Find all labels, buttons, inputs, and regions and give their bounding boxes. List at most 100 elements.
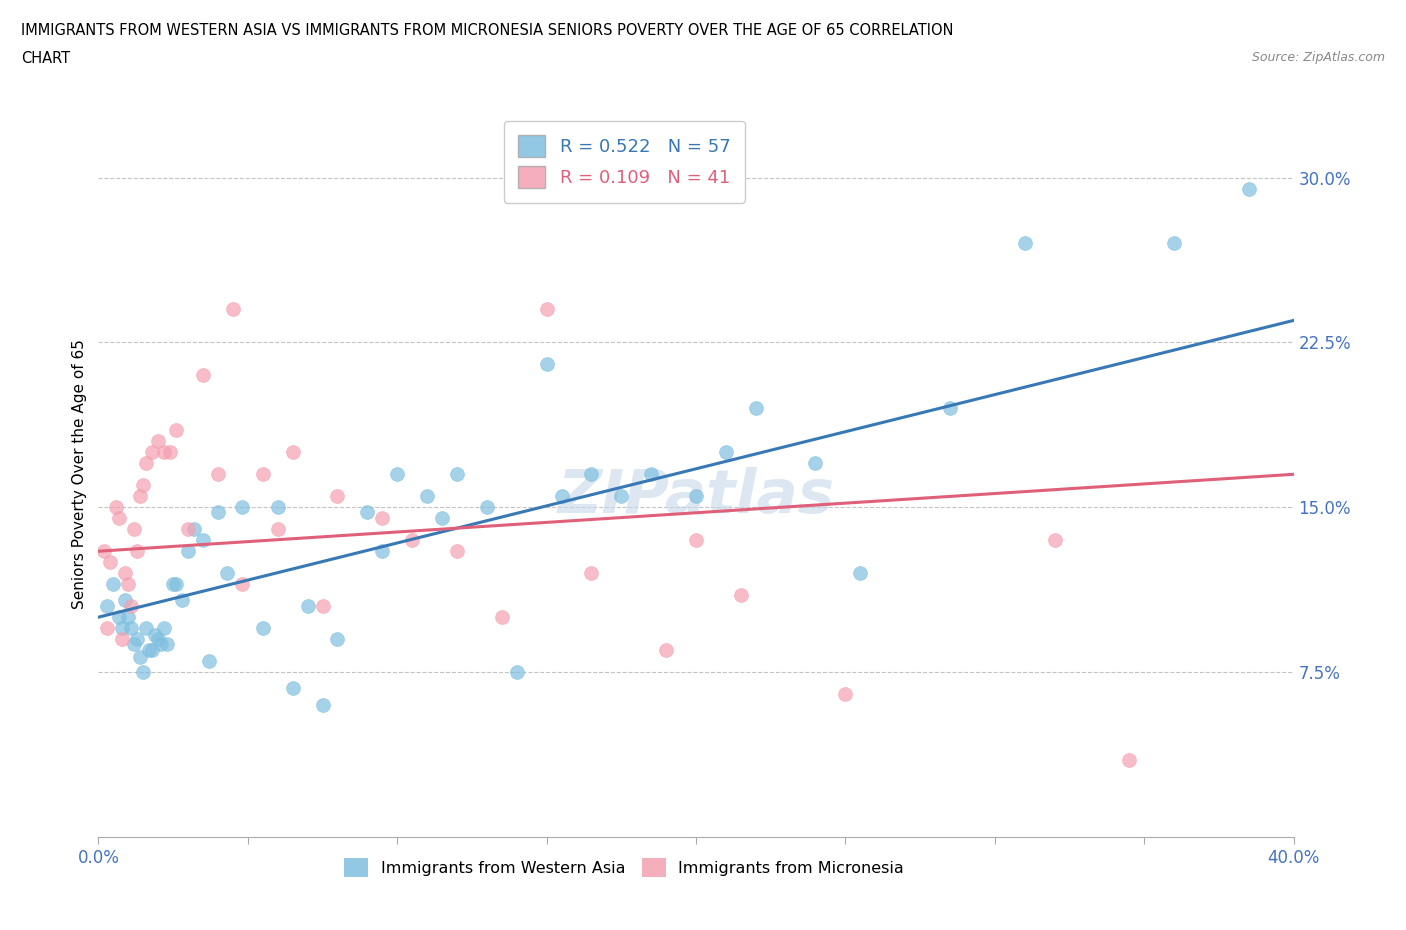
Point: [215, 565, 238, 580]
Point: [165, 423, 187, 438]
Point: [111, 620, 134, 635]
Point: [148, 434, 170, 449]
Point: [93, 544, 115, 559]
Point: [172, 592, 194, 607]
Point: [1163, 236, 1185, 251]
Point: [267, 499, 290, 514]
Point: [371, 511, 394, 525]
Point: [120, 599, 142, 614]
Point: [685, 533, 707, 548]
Point: [326, 489, 349, 504]
Point: [198, 654, 221, 669]
Point: [108, 610, 131, 625]
Point: [281, 445, 304, 459]
Point: [581, 467, 603, 482]
Point: [536, 302, 558, 317]
Point: [371, 544, 394, 559]
Point: [610, 489, 633, 504]
Point: [127, 631, 149, 646]
Point: [401, 533, 423, 548]
Point: [446, 467, 468, 482]
Point: [834, 686, 856, 701]
Point: [148, 631, 170, 646]
Point: [506, 665, 529, 680]
Point: [536, 357, 558, 372]
Point: [129, 489, 152, 504]
Point: [385, 467, 409, 482]
Point: [685, 489, 707, 504]
Point: [165, 577, 187, 591]
Point: [138, 643, 160, 658]
Point: [111, 631, 134, 646]
Point: [207, 467, 229, 482]
Point: [745, 401, 768, 416]
Point: [356, 504, 378, 519]
Point: [655, 643, 678, 658]
Point: [252, 620, 274, 635]
Point: [98, 555, 122, 570]
Point: [150, 636, 173, 651]
Point: [1118, 752, 1140, 767]
Text: Source: ZipAtlas.com: Source: ZipAtlas.com: [1251, 51, 1385, 64]
Point: [141, 643, 163, 658]
Y-axis label: Seniors Poverty Over the Age of 65: Seniors Poverty Over the Age of 65: [72, 339, 87, 609]
Point: [105, 499, 128, 514]
Point: [117, 577, 139, 591]
Point: [135, 620, 157, 635]
Point: [1014, 236, 1036, 251]
Point: [640, 467, 662, 482]
Point: [132, 665, 155, 680]
Point: [191, 533, 214, 548]
Point: [96, 620, 118, 635]
Point: [124, 636, 146, 651]
Point: [252, 467, 274, 482]
Point: [191, 368, 214, 383]
Point: [475, 499, 498, 514]
Point: [714, 445, 737, 459]
Point: [120, 620, 142, 635]
Point: [183, 522, 205, 537]
Point: [124, 522, 146, 537]
Point: [153, 445, 176, 459]
Point: [581, 565, 603, 580]
Point: [311, 698, 333, 712]
Text: CHART: CHART: [21, 51, 70, 66]
Point: [114, 565, 136, 580]
Point: [849, 565, 872, 580]
Text: ZIPatlas: ZIPatlas: [557, 467, 835, 525]
Point: [1043, 533, 1066, 548]
Point: [231, 577, 253, 591]
Point: [141, 445, 163, 459]
Point: [108, 511, 131, 525]
Point: [103, 577, 125, 591]
Point: [939, 401, 962, 416]
Point: [326, 631, 349, 646]
Point: [1237, 181, 1260, 196]
Point: [730, 588, 752, 603]
Point: [153, 620, 176, 635]
Point: [311, 599, 333, 614]
Point: [129, 649, 152, 664]
Point: [416, 489, 439, 504]
Point: [159, 445, 181, 459]
Point: [222, 302, 245, 317]
Point: [430, 511, 453, 525]
Point: [117, 610, 139, 625]
Point: [267, 522, 290, 537]
Point: [231, 499, 253, 514]
Point: [143, 628, 166, 643]
Point: [162, 577, 184, 591]
Point: [446, 544, 468, 559]
Point: [177, 522, 200, 537]
Point: [297, 599, 319, 614]
Point: [156, 636, 179, 651]
Point: [135, 456, 157, 471]
Point: [96, 599, 118, 614]
Point: [491, 610, 513, 625]
Point: [114, 592, 136, 607]
Legend: Immigrants from Western Asia, Immigrants from Micronesia: Immigrants from Western Asia, Immigrants…: [337, 851, 911, 884]
Point: [207, 504, 229, 519]
Point: [177, 544, 200, 559]
Point: [804, 456, 827, 471]
Text: IMMIGRANTS FROM WESTERN ASIA VS IMMIGRANTS FROM MICRONESIA SENIORS POVERTY OVER : IMMIGRANTS FROM WESTERN ASIA VS IMMIGRAN…: [21, 23, 953, 38]
